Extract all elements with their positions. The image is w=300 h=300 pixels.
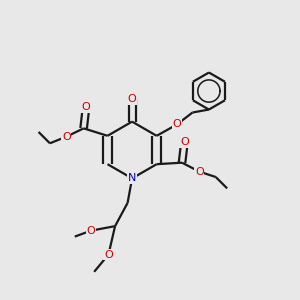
Text: O: O <box>172 119 181 130</box>
Text: O: O <box>87 226 95 236</box>
Text: O: O <box>195 167 204 177</box>
Text: O: O <box>104 250 113 260</box>
Text: O: O <box>82 102 90 112</box>
Text: N: N <box>128 173 136 183</box>
Text: O: O <box>128 94 136 104</box>
Text: O: O <box>180 137 189 147</box>
Text: O: O <box>62 132 71 142</box>
